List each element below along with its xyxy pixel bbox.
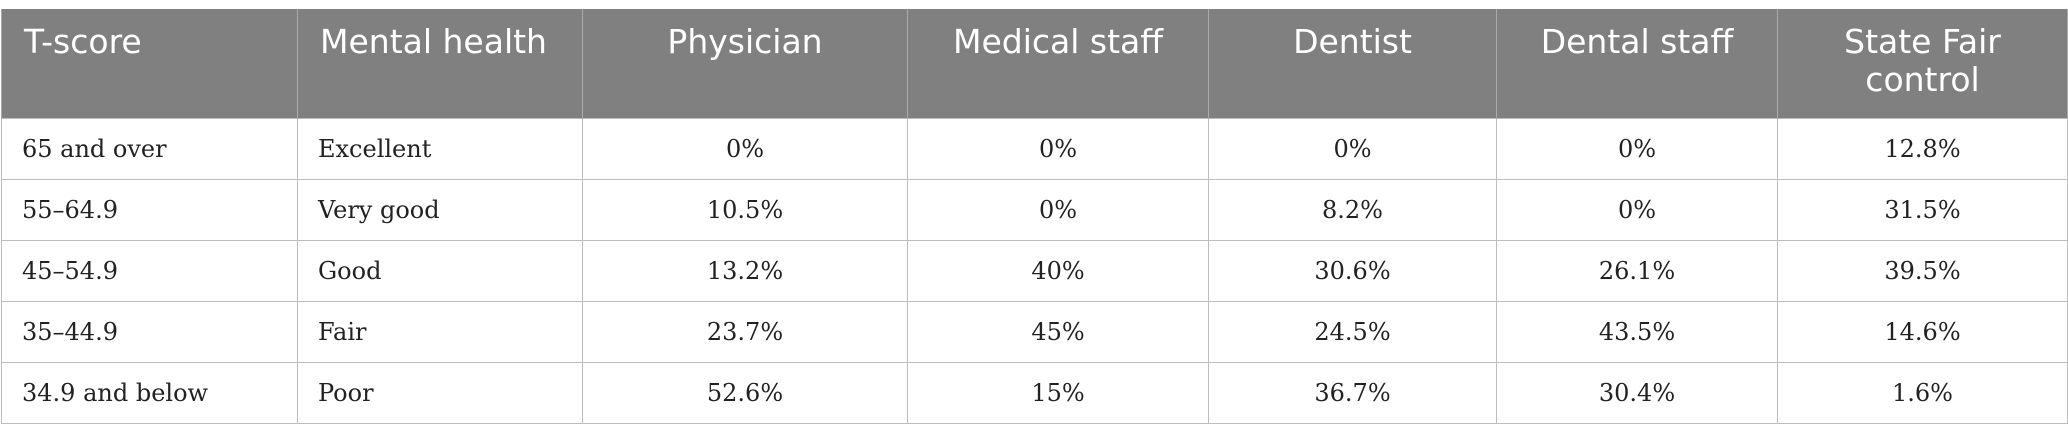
header-medical-staff: Medical staff — [907, 9, 1209, 118]
cell-dentist: 24.5% — [1208, 300, 1497, 363]
table-container: T-score Mental health Physician Medical … — [0, 9, 2068, 424]
cell-dentist: 8.2% — [1208, 178, 1497, 241]
cell-medical-staff: 0% — [907, 178, 1209, 241]
header-t-score: T-score — [1, 9, 298, 118]
cell-dentist: 0% — [1208, 117, 1497, 180]
cell-dentist: 36.7% — [1208, 361, 1497, 424]
cell-medical-staff: 45% — [907, 300, 1209, 363]
table-row: 34.9 and below Poor 52.6% 15% 36.7% 30.4… — [1, 361, 2068, 424]
cell-state-fair-control: 14.6% — [1777, 300, 2068, 363]
header-physician: Physician — [582, 9, 908, 118]
cell-mental-health: Excellent — [297, 117, 583, 180]
table-row: 65 and over Excellent 0% 0% 0% 0% 12.8% — [1, 117, 2068, 180]
cell-physician: 23.7% — [582, 300, 908, 363]
header-dental-staff: Dental staff — [1496, 9, 1778, 118]
table-row: 55–64.9 Very good 10.5% 0% 8.2% 0% 31.5% — [1, 178, 2068, 241]
cell-t-score: 65 and over — [1, 117, 298, 180]
table-body: 65 and over Excellent 0% 0% 0% 0% 12.8% … — [1, 117, 2068, 424]
cell-physician: 13.2% — [582, 239, 908, 302]
cell-medical-staff: 0% — [907, 117, 1209, 180]
cell-t-score: 34.9 and below — [1, 361, 298, 424]
cell-state-fair-control: 39.5% — [1777, 239, 2068, 302]
cell-mental-health: Poor — [297, 361, 583, 424]
table-row: 45–54.9 Good 13.2% 40% 30.6% 26.1% 39.5% — [1, 239, 2068, 302]
header-dentist: Dentist — [1208, 9, 1497, 118]
cell-physician: 52.6% — [582, 361, 908, 424]
cell-dental-staff: 26.1% — [1496, 239, 1778, 302]
cell-dental-staff: 30.4% — [1496, 361, 1778, 424]
table-row: 35–44.9 Fair 23.7% 45% 24.5% 43.5% 14.6% — [1, 300, 2068, 363]
table-header: T-score Mental health Physician Medical … — [1, 9, 2068, 118]
cell-state-fair-control: 1.6% — [1777, 361, 2068, 424]
header-row: T-score Mental health Physician Medical … — [1, 9, 2068, 118]
cell-mental-health: Very good — [297, 178, 583, 241]
cell-t-score: 35–44.9 — [1, 300, 298, 363]
cell-t-score: 55–64.9 — [1, 178, 298, 241]
header-state-fair-control: State Fair control — [1777, 9, 2068, 118]
mental-health-distribution-table: T-score Mental health Physician Medical … — [1, 9, 2068, 424]
cell-mental-health: Fair — [297, 300, 583, 363]
cell-state-fair-control: 31.5% — [1777, 178, 2068, 241]
cell-medical-staff: 15% — [907, 361, 1209, 424]
header-mental-health: Mental health — [297, 9, 583, 118]
cell-mental-health: Good — [297, 239, 583, 302]
cell-medical-staff: 40% — [907, 239, 1209, 302]
cell-dentist: 30.6% — [1208, 239, 1497, 302]
cell-physician: 0% — [582, 117, 908, 180]
cell-t-score: 45–54.9 — [1, 239, 298, 302]
cell-state-fair-control: 12.8% — [1777, 117, 2068, 180]
cell-dental-staff: 0% — [1496, 117, 1778, 180]
cell-physician: 10.5% — [582, 178, 908, 241]
cell-dental-staff: 0% — [1496, 178, 1778, 241]
cell-dental-staff: 43.5% — [1496, 300, 1778, 363]
